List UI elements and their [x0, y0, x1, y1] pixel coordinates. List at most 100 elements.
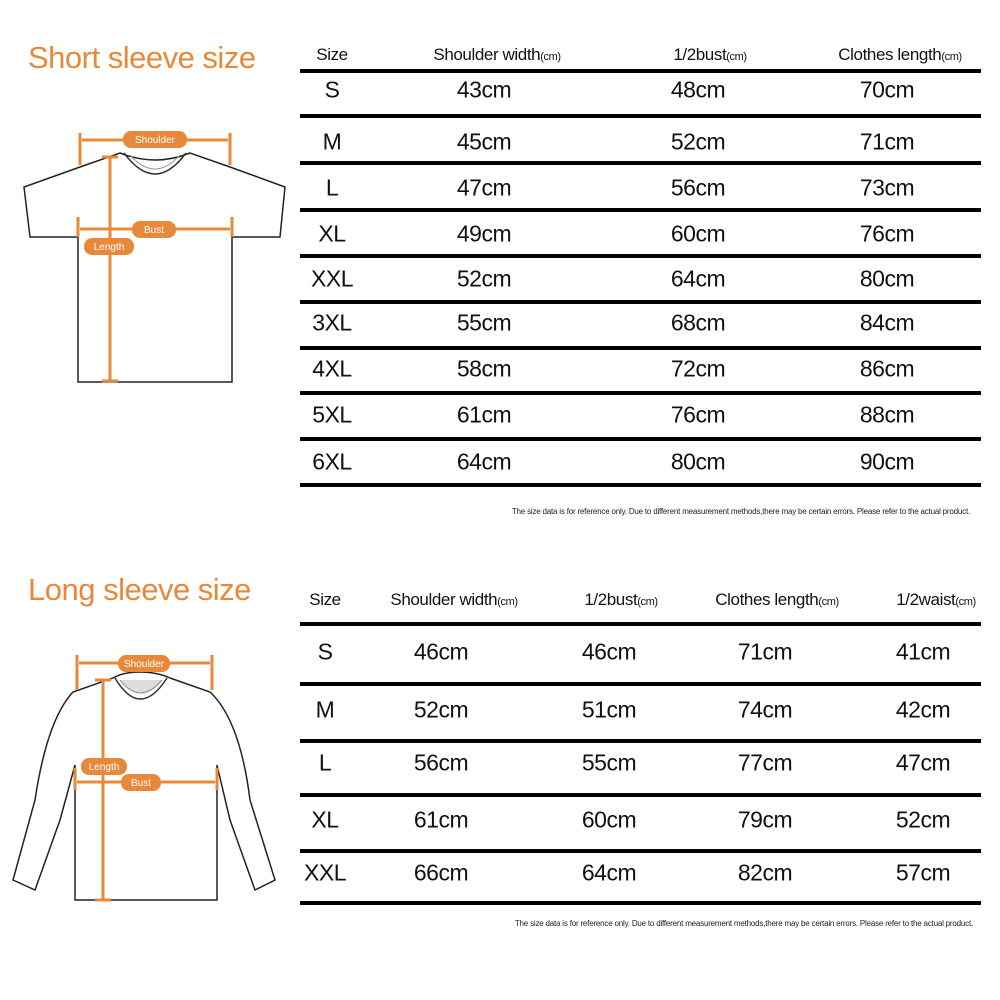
measurement-cell: 66cm: [413, 859, 469, 886]
column-header: 1/2bust(cm): [584, 590, 658, 609]
size-cell: 6XL: [312, 448, 352, 475]
column-header: Shoulder width(cm): [433, 45, 561, 64]
row-divider: [300, 254, 981, 258]
row-divider: [300, 161, 981, 165]
measurement-cell: 71cm: [737, 638, 793, 665]
row-divider: [300, 300, 981, 304]
column-header: Size: [316, 45, 348, 64]
measurement-cell: 76cm: [670, 401, 726, 428]
size-cell: M: [322, 128, 342, 155]
measurement-cell: 60cm: [670, 220, 726, 247]
measurement-cell: 84cm: [859, 309, 915, 336]
measurement-cell: 77cm: [737, 749, 793, 776]
measurement-cell: 61cm: [413, 806, 469, 833]
row-divider: [300, 682, 981, 686]
size-cell: XXL: [311, 265, 353, 292]
measurement-cell: 74cm: [737, 696, 793, 723]
measurement-cell: 55cm: [581, 749, 637, 776]
column-header: Clothes length(cm): [838, 45, 962, 64]
measurement-cell: 71cm: [859, 128, 915, 155]
measurement-cell: 48cm: [670, 76, 726, 103]
measurement-cell: 57cm: [895, 859, 951, 886]
column-header: Clothes length(cm): [715, 590, 839, 609]
measurement-cell: 46cm: [581, 638, 637, 665]
measurement-cell: 76cm: [859, 220, 915, 247]
unit-label: (cm): [637, 596, 658, 608]
measurement-cell: 47cm: [895, 749, 951, 776]
column-header: 1/2bust(cm): [673, 45, 747, 64]
measurement-cell: 52cm: [413, 696, 469, 723]
row-divider: [300, 901, 981, 905]
size-cell: XL: [318, 220, 346, 247]
measurement-cell: 52cm: [670, 128, 726, 155]
unit-label: (cm): [540, 51, 561, 63]
unit-label: (cm): [497, 596, 518, 608]
measurement-cell: 80cm: [859, 265, 915, 292]
measurement-cell: 68cm: [670, 309, 726, 336]
measurement-cell: 82cm: [737, 859, 793, 886]
row-divider: [300, 849, 981, 853]
shoulder-label: Shoulder: [124, 659, 165, 670]
row-divider: [300, 69, 981, 73]
row-divider: [300, 346, 981, 350]
measurement-cell: 86cm: [859, 355, 915, 382]
measurement-cell: 64cm: [581, 859, 637, 886]
row-divider: [300, 208, 981, 212]
length-label: Length: [94, 242, 125, 253]
measurement-cell: 51cm: [581, 696, 637, 723]
column-header: Shoulder width(cm): [390, 590, 518, 609]
size-cell: XL: [311, 806, 339, 833]
measurement-cell: 73cm: [859, 174, 915, 201]
measurement-cell: 64cm: [670, 265, 726, 292]
measurement-cell: 61cm: [456, 401, 512, 428]
unit-label: (cm): [726, 51, 747, 63]
measurement-cell: 64cm: [456, 448, 512, 475]
bust-label: Bust: [131, 778, 151, 789]
short-sleeve-title: Short sleeve size: [28, 40, 256, 75]
row-divider: [300, 793, 981, 797]
measurement-cell: 56cm: [413, 749, 469, 776]
measurement-cell: 49cm: [456, 220, 512, 247]
size-cell: 4XL: [312, 355, 352, 382]
measurement-cell: 43cm: [456, 76, 512, 103]
size-cell: L: [318, 749, 332, 776]
short-sleeve-shirt-diagram: Shoulder Bust Length: [23, 131, 286, 383]
measurement-cell: 52cm: [456, 265, 512, 292]
measurement-cell: 90cm: [859, 448, 915, 475]
short-sleeve-disclaimer: The size data is for reference only. Due…: [511, 507, 970, 516]
column-header: 1/2waist(cm): [896, 590, 976, 609]
row-divider: [300, 391, 981, 395]
long-sleeve-disclaimer: The size data is for reference only. Due…: [514, 919, 973, 928]
row-divider: [300, 114, 981, 118]
measurement-cell: 88cm: [859, 401, 915, 428]
measurement-cell: 70cm: [859, 76, 915, 103]
size-cell: XXL: [304, 859, 346, 886]
size-cell: S: [317, 638, 333, 665]
row-divider: [300, 437, 981, 441]
measurement-cell: 79cm: [737, 806, 793, 833]
size-cell: M: [315, 696, 335, 723]
unit-label: (cm): [941, 51, 962, 63]
measurement-cell: 41cm: [895, 638, 951, 665]
measurement-cell: 42cm: [895, 696, 951, 723]
bust-label: Bust: [144, 225, 164, 236]
measurement-cell: 52cm: [895, 806, 951, 833]
column-header: Size: [309, 590, 341, 609]
size-cell: L: [325, 174, 339, 201]
row-divider: [300, 739, 981, 743]
measurement-cell: 46cm: [413, 638, 469, 665]
measurement-cell: 45cm: [456, 128, 512, 155]
unit-label: (cm): [955, 596, 976, 608]
size-cell: S: [324, 76, 340, 103]
measurement-cell: 80cm: [670, 448, 726, 475]
measurement-cell: 56cm: [670, 174, 726, 201]
row-divider: [300, 622, 981, 626]
measurement-cell: 55cm: [456, 309, 512, 336]
measurement-cell: 60cm: [581, 806, 637, 833]
measurement-cell: 72cm: [670, 355, 726, 382]
length-label: Length: [89, 762, 120, 773]
measurement-cell: 47cm: [456, 174, 512, 201]
size-cell: 5XL: [312, 401, 352, 428]
long-sleeve-title: Long sleeve size: [28, 572, 251, 607]
